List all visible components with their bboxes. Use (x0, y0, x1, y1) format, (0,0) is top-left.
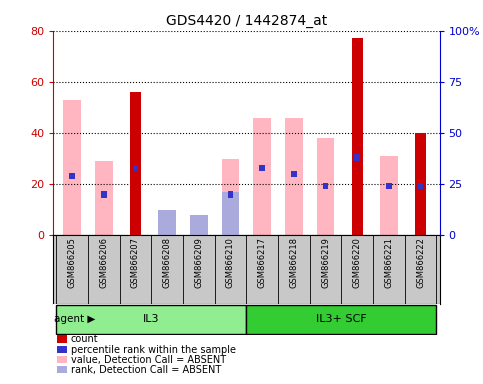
Bar (222, 159, 239, 235)
Bar (57, 335, 67, 343)
Bar (323, 183, 328, 189)
Text: GSM866206: GSM866206 (99, 237, 108, 288)
Bar (352, 38, 363, 235)
Bar (246, 305, 436, 334)
Text: agent ▶: agent ▶ (54, 314, 95, 324)
Bar (380, 156, 398, 235)
Text: GSM866207: GSM866207 (131, 237, 140, 288)
Text: GSM866220: GSM866220 (353, 237, 362, 288)
Bar (418, 183, 424, 189)
Bar (190, 217, 208, 235)
Bar (291, 171, 297, 177)
Bar (63, 100, 81, 235)
Text: count: count (71, 334, 98, 344)
Bar (190, 215, 208, 235)
Bar (130, 92, 141, 235)
Text: GSM866209: GSM866209 (194, 237, 203, 288)
Text: IL3: IL3 (143, 314, 159, 324)
Text: percentile rank within the sample: percentile rank within the sample (71, 345, 236, 355)
Text: GSM866210: GSM866210 (226, 237, 235, 288)
Bar (254, 118, 271, 235)
Text: GSM866205: GSM866205 (68, 237, 77, 288)
Bar (415, 133, 426, 235)
Text: GSM866208: GSM866208 (163, 237, 171, 288)
Text: GSM866217: GSM866217 (257, 237, 267, 288)
Bar (355, 154, 360, 161)
Bar (95, 161, 113, 235)
Bar (222, 192, 239, 235)
Text: value, Detection Call = ABSENT: value, Detection Call = ABSENT (71, 355, 226, 365)
Bar (158, 223, 176, 235)
Text: GSM866218: GSM866218 (289, 237, 298, 288)
Bar (57, 366, 67, 374)
Bar (386, 183, 392, 189)
Bar (317, 138, 334, 235)
Bar (69, 173, 75, 179)
Bar (259, 165, 265, 171)
Bar (57, 305, 246, 334)
Text: IL3+ SCF: IL3+ SCF (316, 314, 367, 324)
Bar (57, 356, 67, 363)
Bar (158, 210, 176, 235)
Text: rank, Detection Call = ABSENT: rank, Detection Call = ABSENT (71, 365, 221, 375)
Bar (227, 191, 233, 198)
Bar (101, 191, 107, 198)
Title: GDS4420 / 1442874_at: GDS4420 / 1442874_at (166, 14, 327, 28)
Text: GSM866219: GSM866219 (321, 237, 330, 288)
Bar (285, 118, 302, 235)
Bar (133, 165, 138, 171)
Text: GSM866221: GSM866221 (384, 237, 393, 288)
Bar (57, 346, 67, 353)
Text: GSM866222: GSM866222 (416, 237, 425, 288)
